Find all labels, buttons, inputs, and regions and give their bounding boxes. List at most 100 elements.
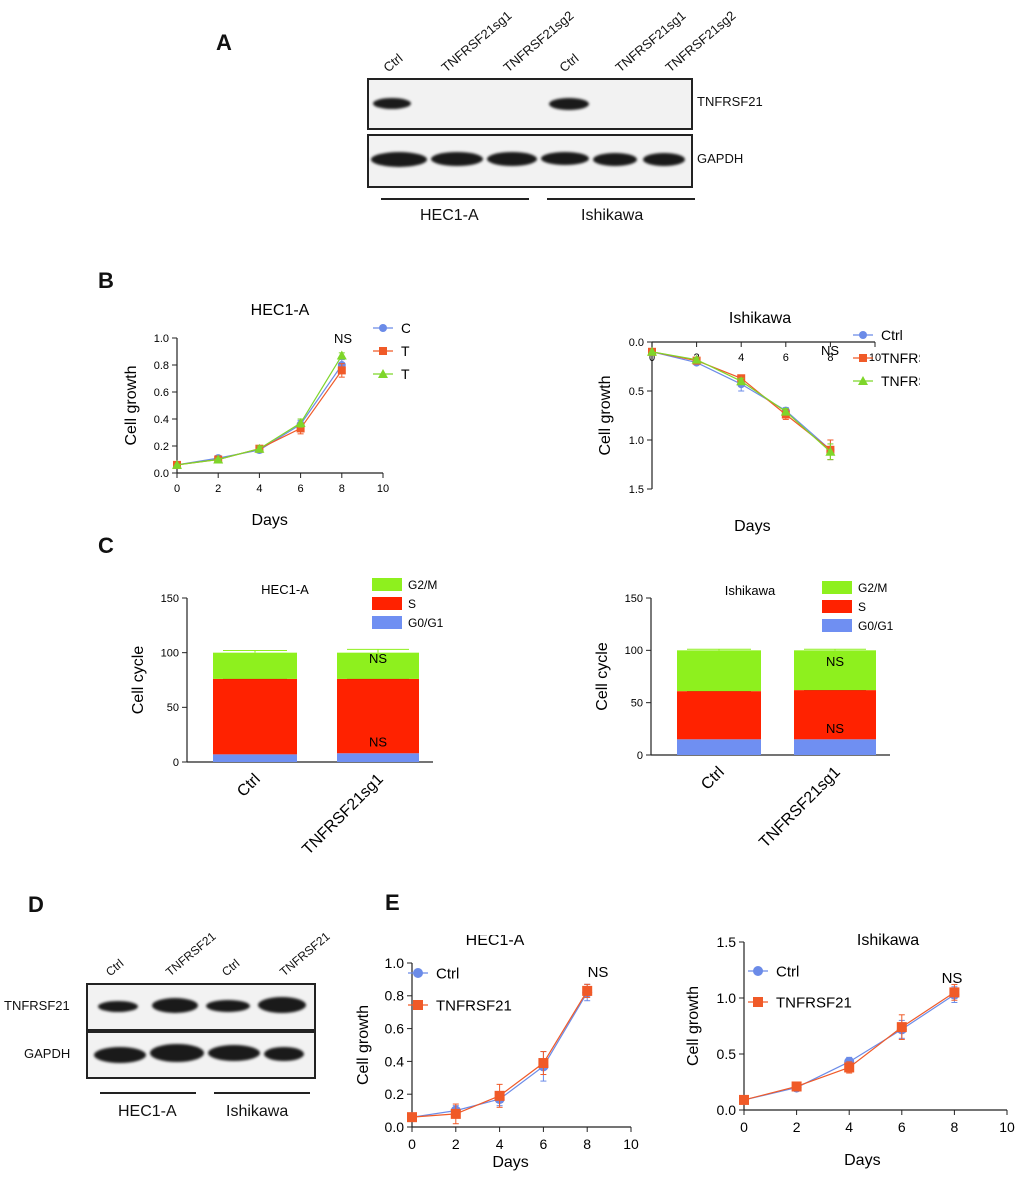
data-point bbox=[791, 1081, 802, 1092]
data-point bbox=[450, 1108, 461, 1119]
chart-title: HEC1-A bbox=[466, 935, 525, 949]
blot-d-group-1: HEC1-A bbox=[118, 1103, 177, 1120]
legend-swatch bbox=[822, 619, 852, 632]
y-tick-label: 0.4 bbox=[154, 414, 169, 426]
x-tick-label: Ctrl bbox=[698, 764, 728, 794]
bar-segment bbox=[677, 691, 761, 740]
x-axis-label: Days bbox=[734, 518, 770, 535]
data-point bbox=[407, 1112, 417, 1123]
y-axis-label: Cell growth bbox=[597, 375, 614, 455]
x-tick-label: 2 bbox=[215, 483, 221, 495]
blot-d-protein-2: GAPDH bbox=[24, 1046, 71, 1061]
blot-d-protein-1: TNFRSF21 bbox=[4, 998, 70, 1013]
legend-marker bbox=[413, 1000, 423, 1010]
x-tick-label: 8 bbox=[339, 483, 345, 495]
y-tick-label: 0.5 bbox=[717, 1046, 737, 1062]
y-axis-label: Cell cycle bbox=[130, 646, 147, 715]
x-tick-label: 4 bbox=[845, 1119, 853, 1135]
chart-title: HEC1-A bbox=[261, 582, 309, 597]
x-tick-label: 8 bbox=[583, 1136, 591, 1152]
legend-label: TNFRSF21sg2 bbox=[401, 366, 410, 382]
legend-marker bbox=[753, 966, 763, 976]
bar-segment bbox=[337, 753, 419, 762]
band bbox=[150, 1044, 204, 1062]
chart-e-ishikawa: 0 2 4 6 8 10 0.0 0.5 1.0 1.5 Ishikawa Days Cell grow… bbox=[685, 932, 1015, 1169]
blot-d-lane-3: Ctrl bbox=[219, 956, 243, 979]
y-axis-label: Cell growth bbox=[355, 1005, 372, 1085]
ns-annotation: NS bbox=[826, 721, 844, 736]
band bbox=[98, 1001, 138, 1012]
chart-title: Ishikawa bbox=[857, 932, 919, 949]
legend-label: Ctrl bbox=[881, 327, 903, 343]
panel-letter-c: C bbox=[98, 533, 114, 558]
legend-marker bbox=[859, 354, 867, 362]
y-tick-label: 1.0 bbox=[629, 435, 644, 447]
legend-label: TNFRSF21 bbox=[436, 997, 512, 1014]
data-point bbox=[213, 454, 224, 464]
x-axis-label: Days bbox=[251, 512, 287, 529]
series-line bbox=[651, 351, 831, 451]
legend-label: G2/M bbox=[408, 578, 437, 592]
y-tick-label: 0 bbox=[637, 750, 643, 762]
y-axis-label: Cell growth bbox=[123, 365, 140, 445]
legend-label: G2/M bbox=[858, 581, 887, 595]
x-tick-label: Ctrl bbox=[234, 771, 264, 801]
data-point bbox=[825, 446, 836, 456]
blot-a-protein-2: GAPDH bbox=[697, 151, 744, 166]
x-tick-label: 6 bbox=[540, 1136, 548, 1152]
legend-swatch bbox=[822, 581, 852, 594]
x-axis-label: Days bbox=[844, 1152, 880, 1169]
x-tick-label: 8 bbox=[951, 1119, 959, 1135]
legend-marker bbox=[379, 347, 387, 355]
blot-d-tnfrsf21-strip bbox=[86, 983, 316, 1031]
x-tick-label: 0 bbox=[408, 1136, 416, 1152]
band bbox=[371, 152, 427, 167]
data-point bbox=[844, 1062, 855, 1073]
band bbox=[264, 1047, 304, 1061]
legend-label: S bbox=[408, 597, 416, 611]
chart-c-ishikawa: 0 50 100 150 Ishikawa Cell cycle Ctrl TNFRSF21s… bbox=[594, 581, 894, 851]
band bbox=[593, 153, 637, 166]
y-tick-label: 0.8 bbox=[385, 988, 405, 1004]
data-point bbox=[691, 354, 702, 364]
data-point bbox=[337, 366, 346, 375]
data-point bbox=[336, 350, 347, 360]
band bbox=[208, 1045, 260, 1061]
y-axis-label: Cell cycle bbox=[594, 642, 611, 711]
blot-d-group-line-1 bbox=[100, 1092, 196, 1094]
bar-segment bbox=[794, 739, 876, 755]
blot-d-lane-4: TNFRSF21 bbox=[277, 929, 333, 979]
series-line bbox=[651, 351, 831, 451]
series-line bbox=[651, 351, 831, 453]
chart-title: Ishikawa bbox=[725, 583, 776, 598]
chart-title: HEC1-A bbox=[251, 302, 310, 319]
legend-swatch bbox=[822, 600, 852, 613]
blot-d-lane-1: Ctrl bbox=[103, 956, 127, 979]
legend-swatch bbox=[372, 616, 402, 629]
ns-annotation: NS bbox=[588, 964, 609, 981]
x-tick-label: 10 bbox=[999, 1119, 1015, 1135]
legend-label: G0/G1 bbox=[408, 616, 444, 630]
band bbox=[431, 152, 483, 166]
legend-marker bbox=[378, 369, 388, 378]
y-tick-label: 100 bbox=[161, 648, 179, 660]
y-tick-label: 0.2 bbox=[154, 441, 169, 453]
band bbox=[206, 1000, 250, 1012]
blot-a-protein-1: TNFRSF21 bbox=[697, 94, 763, 109]
chart-e-hec1a: 0 2 4 6 8 10 0.0 0.2 0.4 0.6 0.8 1.0 HEC1-A Days Cell … bbox=[355, 935, 639, 1171]
bar-segment bbox=[213, 678, 297, 755]
legend-swatch bbox=[372, 597, 402, 610]
legend-label: S bbox=[858, 600, 866, 614]
band bbox=[643, 153, 685, 166]
legend-label: TNFRSF21sg2 bbox=[881, 373, 920, 389]
y-tick-label: 1.5 bbox=[717, 934, 737, 950]
ns-annotation: NS bbox=[942, 970, 963, 987]
bar-segment bbox=[213, 754, 297, 762]
y-tick-label: 150 bbox=[625, 593, 643, 605]
data-point bbox=[736, 376, 747, 386]
legend-marker bbox=[413, 968, 423, 978]
ns-annotation: NS bbox=[369, 735, 387, 750]
y-tick-label: 1.5 bbox=[629, 484, 644, 496]
y-tick-label: 0 bbox=[173, 757, 179, 769]
chart-title: Ishikawa bbox=[729, 310, 791, 327]
